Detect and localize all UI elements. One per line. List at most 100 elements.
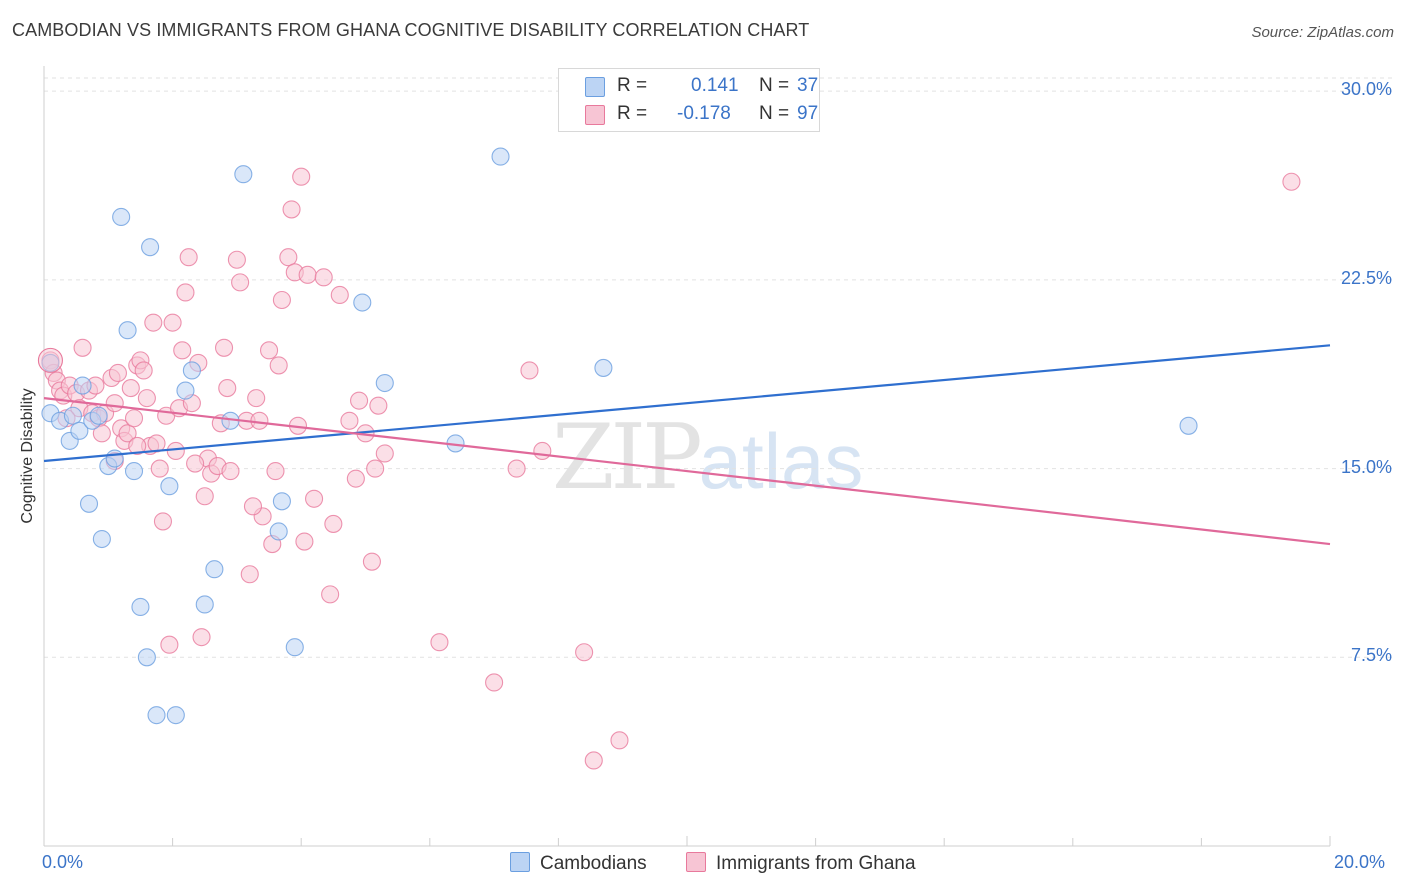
data-point [176, 283, 195, 302]
data-point [144, 313, 163, 332]
data-point [247, 389, 266, 408]
y-tick-label: 22.5% [1340, 267, 1392, 288]
data-point [166, 441, 185, 461]
y-tick-label: 15.0% [1340, 456, 1392, 477]
data-point-large [37, 347, 63, 373]
data-point [375, 373, 394, 393]
data-point [214, 338, 234, 357]
data-point [131, 597, 150, 617]
data-point [70, 421, 89, 440]
data-point [195, 487, 214, 506]
data-point [160, 635, 179, 654]
data-point [137, 389, 156, 408]
data-point [314, 268, 333, 287]
data-point [282, 200, 301, 219]
data-point [575, 643, 594, 662]
data-point [137, 648, 156, 667]
data-point [266, 462, 285, 481]
legend-n-label: N = [759, 75, 790, 96]
data-point [163, 313, 182, 332]
legend-swatch-blue [585, 77, 605, 97]
data-point [105, 449, 124, 468]
data-point [112, 207, 131, 227]
data-point [369, 396, 388, 415]
data-point [218, 379, 237, 398]
legend-n-value: 97 [797, 103, 819, 124]
trend-lines [43, 344, 1331, 546]
data-point [272, 492, 291, 511]
chart-title: CAMBODIAN VS IMMIGRANTS FROM GHANA COGNI… [12, 20, 810, 40]
trend-line [43, 397, 1331, 546]
data-point [243, 497, 263, 516]
data-point [292, 167, 311, 186]
x-tick-label-max: 20.0% [1334, 852, 1386, 872]
data-point [92, 529, 111, 549]
legend-swatch-blue [510, 852, 530, 872]
data-point [353, 293, 372, 312]
data-point [430, 633, 449, 652]
data-point [160, 477, 179, 496]
data-point [150, 459, 169, 478]
stats-legend: R = 0.141 N = 37 R = -0.178 N = 97 [558, 68, 820, 132]
data-point [321, 585, 340, 604]
data-point [594, 358, 613, 377]
data-point [124, 409, 144, 428]
legend-r-label: R = [617, 103, 648, 124]
data-point [192, 628, 211, 647]
data-point [1282, 172, 1301, 191]
data-point [118, 424, 137, 443]
data-point [179, 248, 198, 267]
data-point [205, 560, 224, 579]
y-tick-label: 30.0% [1340, 79, 1392, 100]
data-point [173, 341, 192, 360]
bottom-legend-ghana: Immigrants from Ghana [686, 852, 916, 875]
data-point [221, 462, 240, 481]
data-point [227, 250, 246, 269]
data-point [330, 285, 349, 305]
watermark-atlas: atlas [698, 417, 864, 505]
legend-label-cambodians: Cambodians [540, 853, 647, 874]
data-point [73, 338, 92, 357]
legend-swatch-pink [585, 105, 605, 125]
data-point [250, 411, 269, 430]
legend-r-value: 0.141 [691, 75, 739, 96]
data-point [231, 273, 250, 292]
y-tick-label: 7.5% [1350, 645, 1392, 666]
data-point [346, 469, 365, 488]
data-point [305, 489, 324, 508]
data-point [121, 379, 140, 398]
data-point [141, 238, 160, 257]
data-point [610, 731, 629, 750]
data-point [240, 565, 259, 584]
data-point [105, 394, 124, 413]
data-point [153, 512, 173, 531]
trend-line [43, 344, 1331, 463]
data-points [37, 147, 1301, 770]
data-point [118, 321, 137, 340]
data-point [366, 459, 385, 478]
legend-n-value: 37 [797, 75, 819, 96]
legend-r-label: R = [617, 75, 648, 96]
watermark: ZIPatlas [552, 405, 863, 510]
legend-n-label: N = [759, 103, 790, 124]
data-point [584, 751, 603, 770]
data-point [362, 552, 381, 571]
legend-r-value: -0.178 [677, 103, 731, 124]
data-point [269, 356, 288, 375]
data-point [134, 361, 153, 380]
axes [43, 66, 1331, 847]
data-point [89, 406, 108, 425]
data-point [533, 441, 552, 461]
data-point [1179, 416, 1198, 435]
data-point [108, 363, 127, 383]
data-point [324, 514, 343, 533]
data-point [340, 411, 359, 430]
data-point [285, 638, 304, 657]
data-point [186, 454, 205, 473]
data-point [298, 265, 317, 284]
data-point [295, 532, 314, 551]
data-point [234, 165, 253, 184]
data-point [63, 406, 82, 425]
x-tick-label-min: 0.0% [42, 852, 84, 872]
